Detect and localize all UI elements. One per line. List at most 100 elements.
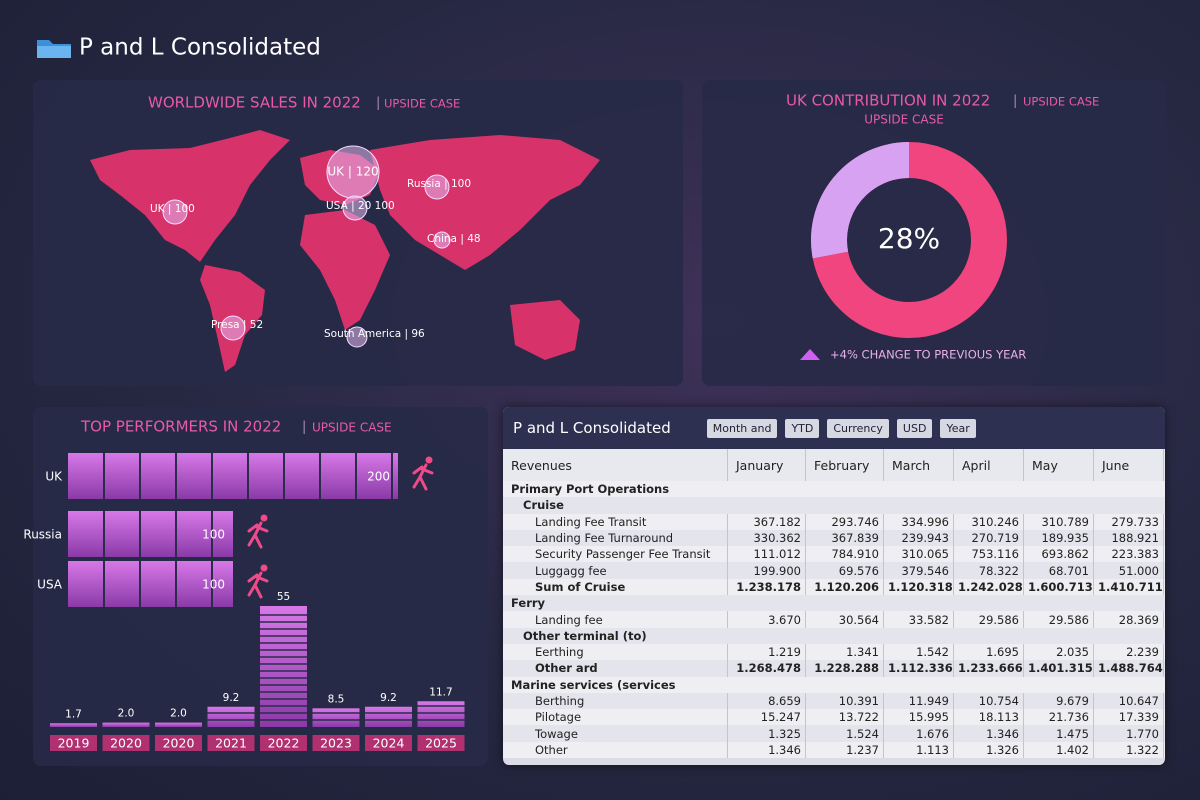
year-box — [312, 735, 360, 751]
empty-cell — [1163, 692, 1165, 710]
table-row: Berthing 8.659 10.391 11.949 10.754 9.679 10.6… — [503, 692, 1165, 710]
dropdown[interactable]: USD — [896, 418, 933, 438]
year-label: 2021 — [215, 736, 247, 751]
empty-cell — [1163, 562, 1165, 579]
dropdown[interactable]: Month and — [706, 418, 778, 438]
empty-cell — [1163, 546, 1165, 563]
cell: 68.701 — [1023, 562, 1094, 579]
page-title: P and L Consolidated — [79, 35, 321, 61]
bubble — [162, 199, 188, 225]
map-subtitle: UPSIDE CASE — [384, 97, 460, 111]
cell: 1.475 — [1023, 725, 1094, 742]
table-row: Landing fee 3.670 30.564 33.582 29.586 29.586… — [503, 611, 1165, 628]
year-bar — [312, 708, 360, 727]
row-label: Landing fee — [503, 611, 728, 628]
row-label: Cruise — [503, 497, 1165, 514]
column-header: March — [883, 449, 954, 481]
folder-icon-front — [37, 46, 71, 58]
cell: 9.679 — [1023, 692, 1094, 710]
cell: 2.035 — [1023, 643, 1094, 661]
empty-cell — [1163, 741, 1165, 759]
cell: 30.564 — [805, 611, 884, 628]
cell: 15.247 — [727, 709, 806, 726]
cell: 293.746 — [805, 513, 884, 530]
table-row: Primary Port Operations — [503, 481, 1165, 498]
cell: 367.182 — [727, 513, 806, 530]
bar — [68, 453, 398, 499]
year-box — [50, 735, 97, 751]
cell: 10.647 — [1093, 692, 1164, 710]
cell: 29.586 — [1023, 611, 1094, 628]
performers-title: TOP PERFORMERS IN 2022 — [80, 418, 281, 436]
cell: 8.659 — [727, 692, 806, 710]
empty-cell — [1163, 725, 1165, 742]
australia — [510, 300, 580, 360]
cell: 69.576 — [805, 562, 884, 579]
performers-subtitle: UPSIDE CASE — [312, 421, 392, 435]
year-value: 1.7 — [65, 708, 82, 720]
cell: 1.346 — [953, 725, 1024, 742]
cell: 1.600.713 — [1023, 578, 1094, 596]
cell: 189.935 — [1023, 529, 1094, 547]
table-row: Landing Fee Turnaround 330.362 367.839 239.… — [503, 529, 1165, 547]
world-map — [90, 130, 600, 372]
cell: 1.695 — [953, 643, 1024, 661]
cell: 11.949 — [883, 692, 954, 710]
cell: 1.488.764 — [1093, 660, 1164, 677]
runner-icon — [247, 571, 269, 599]
bubble-label: South America | 96 — [324, 328, 425, 340]
table-row: Other ard 1.268.478 1.228.288 1.112.336 1.23… — [503, 660, 1165, 677]
cell: 239.943 — [883, 529, 954, 547]
row-label: Security Passenger Fee Transit — [503, 546, 728, 563]
cell: 5 — [1163, 513, 1165, 530]
cell: 15.995 — [883, 709, 954, 726]
cell: 784.910 — [805, 546, 884, 563]
bubble-label: Presa | 52 — [211, 319, 263, 331]
donut-caption: UPSIDE CASE — [864, 113, 944, 127]
cell: 279.733 — [1093, 513, 1164, 530]
year-label: 2019 — [58, 736, 90, 751]
cell: 379.546 — [883, 562, 954, 579]
bubble-label: China | 48 — [427, 233, 481, 245]
column-header: July — [1163, 449, 1165, 481]
asia — [370, 135, 600, 270]
cell: 199.900 — [727, 562, 806, 579]
table-row: Other 1.346 1.237 1.113 1.326 1.402 1.322 — [503, 741, 1165, 759]
year-label: 2025 — [425, 736, 457, 751]
cell: 1.346 — [727, 741, 806, 759]
cell: 1.120.206 — [805, 578, 884, 596]
cell: 2.239 — [1093, 643, 1164, 661]
cell: 1. — [1163, 660, 1165, 677]
cell: 1.113 — [883, 741, 954, 759]
dropdown[interactable]: Currency — [827, 418, 889, 438]
table-row: Ferry — [503, 595, 1165, 612]
cell: 1.322 — [1093, 741, 1164, 759]
pl-table: Revenues January February March April May June… — [503, 449, 1165, 759]
dropdown[interactable]: Year — [940, 418, 976, 438]
cell: 188.921 — [1093, 529, 1164, 547]
column-header: April — [953, 449, 1024, 481]
cell: 29.586 — [953, 611, 1024, 628]
separator: | — [302, 420, 306, 435]
donut-title: UK CONTRIBUTION IN 2022 — [786, 92, 990, 110]
year-label: 2023 — [320, 736, 352, 751]
year-label: 2022 — [268, 736, 300, 751]
cell: 310.246 — [953, 513, 1024, 530]
cell: 367.839 — [805, 529, 884, 547]
cell: 1.242.028 — [953, 578, 1024, 596]
table-body: Primary Port Operations Cruise Landing Fee… — [503, 481, 1165, 759]
cell: 1.401.315 — [1023, 660, 1094, 677]
cell: 1.325 — [727, 725, 806, 742]
year-box — [102, 735, 150, 751]
table-row: Sum of Cruise 1.238.178 1.120.206 1.120.318… — [503, 578, 1165, 596]
row-label: Other terminal (to) — [503, 627, 1165, 644]
bubble-label: USA | 20 100 — [326, 200, 395, 212]
row-label: Other — [503, 741, 728, 759]
separator: | — [1013, 94, 1017, 109]
year-bar — [260, 606, 307, 727]
dropdown[interactable]: YTD — [785, 418, 820, 438]
table-row: Other terminal (to) — [503, 627, 1165, 644]
cell: 1.219 — [727, 643, 806, 661]
cell: 1.237 — [805, 741, 884, 759]
